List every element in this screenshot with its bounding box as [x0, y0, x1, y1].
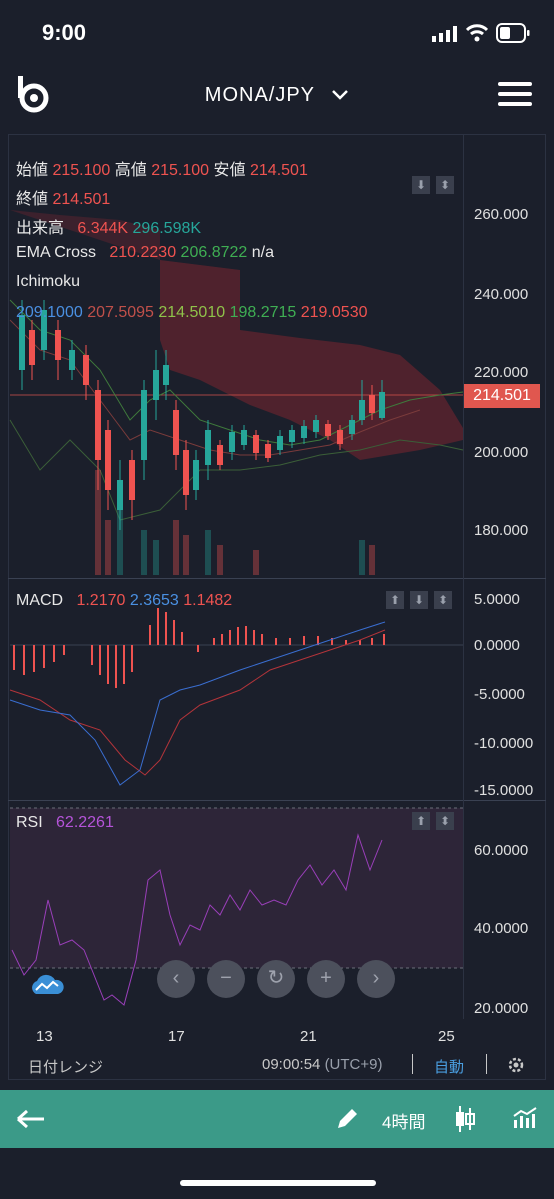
ema-value-1: 210.2230	[109, 244, 177, 261]
footer-divider	[486, 1054, 487, 1074]
interval-selector[interactable]: 4時間	[382, 1113, 426, 1132]
axis-divider	[463, 135, 464, 1019]
volume-value-1: 6.344K	[77, 220, 129, 237]
cloud-chart-icon[interactable]	[28, 972, 66, 998]
scroll-right-button[interactable]: ›	[357, 960, 395, 998]
expand-button[interactable]: ⬍	[436, 176, 454, 194]
auto-scale-button[interactable]: 自動	[434, 1059, 465, 1076]
open-value: 215.100	[52, 162, 111, 179]
x-tick: 13	[36, 1028, 53, 1045]
bottom-nav: 4時間	[0, 1090, 554, 1148]
macd-value-3: 1.1482	[183, 592, 233, 609]
macd-tick: -5.0000	[474, 686, 525, 703]
chevron-down-icon	[332, 90, 349, 100]
macd-tick: 5.0000	[474, 591, 520, 608]
move-up-button[interactable]: ⬆	[412, 812, 430, 830]
high-label: 高値	[114, 162, 147, 179]
rsi-tick: 40.0000	[474, 920, 529, 937]
pair-label: MONA/JPY	[204, 84, 315, 106]
cellular-signal-icon	[432, 26, 457, 42]
macd-tick: -10.0000	[474, 735, 534, 752]
ichimoku-value-4: 198.2715	[229, 304, 297, 321]
hamburger-menu-icon[interactable]	[498, 82, 534, 108]
ichimoku-label: Ichimoku	[16, 273, 81, 290]
top-bar	[0, 66, 554, 128]
clock-display: 09:00:54 (UTC+9)	[262, 1056, 382, 1073]
ema-value-3: n/a	[251, 244, 274, 261]
ema-label: EMA Cross	[16, 244, 97, 261]
date-range-button[interactable]: 日付レンジ	[28, 1059, 104, 1076]
macd-legend: MACD 1.2170 2.3653 1.1482	[16, 592, 232, 610]
zoom-in-button[interactable]: +	[307, 960, 345, 998]
volume-value-2: 296.598K	[132, 220, 202, 237]
price-tick: 240.000	[474, 286, 529, 303]
ichimoku-value-2: 207.5095	[87, 304, 154, 321]
close-value: 214.501	[52, 191, 111, 208]
macd-tick: 0.0000	[474, 637, 520, 654]
home-indicator	[180, 1180, 376, 1186]
reset-button[interactable]: ↻	[257, 960, 295, 998]
scroll-left-button[interactable]: ‹	[157, 960, 195, 998]
rsi-tick: 60.0000	[474, 842, 529, 859]
price-tick: 200.000	[474, 444, 529, 461]
rsi-label: RSI	[16, 814, 43, 831]
back-arrow-icon[interactable]	[16, 1108, 46, 1130]
high-value: 215.100	[151, 162, 210, 179]
macd-label: MACD	[16, 592, 64, 609]
macd-value-2: 2.3653	[129, 592, 179, 609]
rsi-legend: RSI 62.2261	[16, 814, 114, 832]
status-bar: 9:00	[0, 0, 554, 66]
move-up-button[interactable]: ⬆	[386, 591, 404, 609]
clock-timezone: (UTC+9)	[324, 1056, 383, 1073]
chart-frame	[8, 134, 546, 1080]
close-label: 終値	[16, 191, 49, 208]
ichimoku-values: 209.1000 207.5095 214.5010 198.2715 219.…	[16, 304, 367, 322]
ichimoku-value-1: 209.1000	[16, 304, 83, 321]
ohlc-legend: 始値 215.100 高値 215.100 安値 214.501	[16, 156, 308, 180]
volume-legend: 出来高 6.344K 296.598K	[16, 214, 201, 238]
candles	[19, 300, 385, 530]
rsi-tick: 20.0000	[474, 1000, 529, 1017]
low-value: 214.501	[250, 162, 308, 179]
wifi-icon	[466, 24, 488, 42]
footer-divider	[412, 1054, 413, 1074]
move-down-button[interactable]: ⬇	[410, 591, 428, 609]
zoom-out-button[interactable]: −	[207, 960, 245, 998]
pencil-icon[interactable]	[334, 1106, 360, 1132]
rsi-value: 62.2261	[56, 814, 114, 831]
low-label: 安値	[213, 162, 246, 179]
bitbank-logo-icon[interactable]	[16, 76, 52, 114]
pane-divider[interactable]	[8, 800, 546, 801]
settings-gear-icon[interactable]	[506, 1055, 526, 1075]
expand-button[interactable]: ⬍	[436, 812, 454, 830]
pane-divider[interactable]	[8, 578, 546, 579]
x-tick: 25	[438, 1028, 455, 1045]
clock-time: 09:00:54	[262, 1056, 321, 1073]
macd-tick: -15.0000	[474, 782, 534, 799]
volume-label: 出来高	[16, 220, 65, 237]
indicators-icon[interactable]	[512, 1106, 538, 1130]
x-tick: 21	[300, 1028, 317, 1045]
ichimoku-value-3: 214.5010	[158, 304, 226, 321]
status-time: 9:00	[42, 20, 87, 45]
x-tick: 17	[168, 1028, 185, 1045]
close-legend: 終値 214.501	[16, 185, 110, 209]
candlestick-icon[interactable]	[454, 1104, 476, 1134]
macd-value-1: 1.2170	[76, 592, 126, 609]
open-label: 始値	[16, 162, 49, 179]
pair-selector[interactable]: MONA/JPY	[0, 84, 554, 107]
move-down-button[interactable]: ⬇	[412, 176, 430, 194]
current-price-tag: 214.501	[464, 384, 540, 408]
ichimoku-value-5: 219.0530	[300, 304, 368, 321]
ema-legend: EMA Cross 210.2230 206.8722 n/a	[16, 244, 274, 262]
price-tick: 260.000	[474, 206, 529, 223]
battery-icon	[496, 23, 530, 43]
expand-button[interactable]: ⬍	[434, 591, 452, 609]
price-tick: 180.000	[474, 522, 529, 539]
price-tick: 220.000	[474, 364, 529, 381]
ema-value-2: 206.8722	[180, 244, 248, 261]
